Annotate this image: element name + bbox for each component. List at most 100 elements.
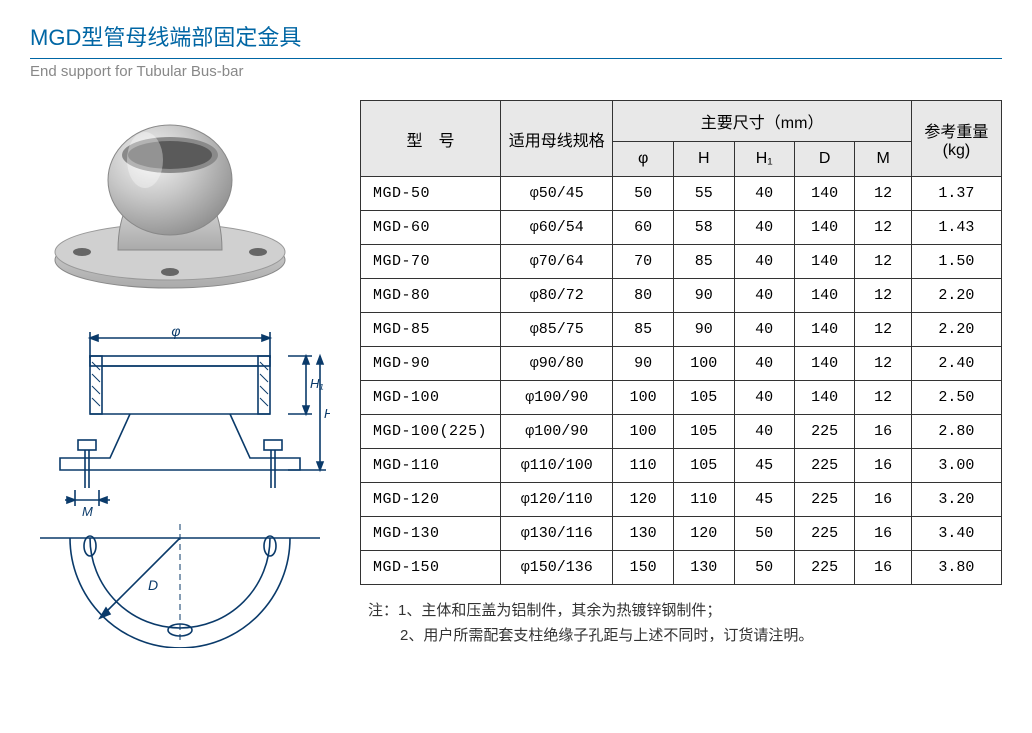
cell-h1: 40 xyxy=(734,245,794,279)
th-h1: H₁ xyxy=(734,142,794,177)
cell-spec: φ50/45 xyxy=(501,177,613,211)
cell-d: 225 xyxy=(794,415,855,449)
note-1-text: 1、主体和压盖为铝制件，其余为热镀锌钢制件； xyxy=(398,602,721,619)
dim-label-h1: H₁ xyxy=(310,376,324,391)
table-body: MGD-50φ50/45505540140121.37MGD-60φ60/546… xyxy=(361,177,1002,585)
th-d: D xyxy=(794,142,855,177)
table-row: MGD-100φ100/9010010540140122.50 xyxy=(361,381,1002,415)
cell-model: MGD-90 xyxy=(361,347,501,381)
cell-m: 12 xyxy=(855,381,911,415)
cell-spec: φ60/54 xyxy=(501,211,613,245)
cell-h: 90 xyxy=(673,279,734,313)
cell-phi: 90 xyxy=(613,347,674,381)
left-column: φ H₁ H M D xyxy=(30,100,330,649)
cell-phi: 50 xyxy=(613,177,674,211)
cell-h: 105 xyxy=(673,449,734,483)
cell-weight: 3.40 xyxy=(911,517,1001,551)
table-header: 型 号 适用母线规格 主要尺寸（mm） 参考重量(kg) φ H H₁ D M xyxy=(361,101,1002,177)
cell-weight: 3.80 xyxy=(911,551,1001,585)
th-dims-group: 主要尺寸（mm） xyxy=(613,101,911,142)
table-row: MGD-85φ85/75859040140122.20 xyxy=(361,313,1002,347)
cell-h1: 45 xyxy=(734,449,794,483)
cell-h1: 45 xyxy=(734,483,794,517)
dim-label-m: M xyxy=(82,504,93,519)
cell-spec: φ80/72 xyxy=(501,279,613,313)
table-row: MGD-70φ70/64708540140121.50 xyxy=(361,245,1002,279)
cell-phi: 70 xyxy=(613,245,674,279)
cell-m: 12 xyxy=(855,313,911,347)
spec-table: 型 号 适用母线规格 主要尺寸（mm） 参考重量(kg) φ H H₁ D M … xyxy=(360,100,1002,585)
th-spec: 适用母线规格 xyxy=(501,101,613,177)
cell-m: 12 xyxy=(855,245,911,279)
cell-m: 16 xyxy=(855,551,911,585)
cell-weight: 1.50 xyxy=(911,245,1001,279)
cell-weight: 2.40 xyxy=(911,347,1001,381)
notes: 注：1、主体和压盖为铝制件，其余为热镀锌钢制件； 2、用户所需配套支柱绝缘子孔距… xyxy=(360,599,1002,645)
cell-weight: 3.00 xyxy=(911,449,1001,483)
cell-d: 140 xyxy=(794,313,855,347)
cell-model: MGD-110 xyxy=(361,449,501,483)
cell-h: 130 xyxy=(673,551,734,585)
cell-model: MGD-50 xyxy=(361,177,501,211)
cell-m: 16 xyxy=(855,517,911,551)
cell-h1: 40 xyxy=(734,381,794,415)
cell-h: 85 xyxy=(673,245,734,279)
table-row: MGD-90φ90/809010040140122.40 xyxy=(361,347,1002,381)
cell-h: 58 xyxy=(673,211,734,245)
cell-model: MGD-70 xyxy=(361,245,501,279)
cell-h1: 50 xyxy=(734,551,794,585)
table-row: MGD-150φ150/13615013050225163.80 xyxy=(361,551,1002,585)
table-row: MGD-50φ50/45505540140121.37 xyxy=(361,177,1002,211)
cell-model: MGD-100(225) xyxy=(361,415,501,449)
th-weight: 参考重量(kg) xyxy=(911,101,1001,177)
table-row: MGD-60φ60/54605840140121.43 xyxy=(361,211,1002,245)
cell-phi: 110 xyxy=(613,449,674,483)
table-row: MGD-120φ120/11012011045225163.20 xyxy=(361,483,1002,517)
cell-spec: φ150/136 xyxy=(501,551,613,585)
technical-drawing: φ H₁ H M D xyxy=(30,328,330,648)
cell-d: 140 xyxy=(794,177,855,211)
th-model: 型 号 xyxy=(361,101,501,177)
cell-h: 90 xyxy=(673,313,734,347)
cell-d: 140 xyxy=(794,245,855,279)
table-row: MGD-110φ110/10011010545225163.00 xyxy=(361,449,1002,483)
cell-h1: 50 xyxy=(734,517,794,551)
cell-d: 225 xyxy=(794,449,855,483)
dim-label-phi: φ xyxy=(171,328,180,339)
cell-weight: 1.37 xyxy=(911,177,1001,211)
main-content: φ H₁ H M D 型 号 适用母线规格 主要尺寸（mm） 参考重量(kg) … xyxy=(30,100,1002,649)
cell-spec: φ100/90 xyxy=(501,415,613,449)
right-column: 型 号 适用母线规格 主要尺寸（mm） 参考重量(kg) φ H H₁ D M … xyxy=(360,100,1002,649)
th-h: H xyxy=(673,142,734,177)
cell-h1: 40 xyxy=(734,415,794,449)
cell-h1: 40 xyxy=(734,177,794,211)
cell-d: 140 xyxy=(794,381,855,415)
table-row: MGD-80φ80/72809040140122.20 xyxy=(361,279,1002,313)
cell-spec: φ100/90 xyxy=(501,381,613,415)
cell-model: MGD-60 xyxy=(361,211,501,245)
cell-phi: 130 xyxy=(613,517,674,551)
dim-label-d: D xyxy=(148,577,158,593)
cell-m: 12 xyxy=(855,347,911,381)
cell-spec: φ110/100 xyxy=(501,449,613,483)
cell-weight: 3.20 xyxy=(911,483,1001,517)
cell-m: 16 xyxy=(855,449,911,483)
cell-weight: 1.43 xyxy=(911,211,1001,245)
cell-h: 120 xyxy=(673,517,734,551)
cell-m: 12 xyxy=(855,279,911,313)
cell-d: 140 xyxy=(794,347,855,381)
cell-phi: 80 xyxy=(613,279,674,313)
cell-phi: 85 xyxy=(613,313,674,347)
dim-label-h: H xyxy=(324,406,330,421)
cell-model: MGD-85 xyxy=(361,313,501,347)
cell-d: 140 xyxy=(794,279,855,313)
product-photo xyxy=(30,100,310,300)
cell-h: 100 xyxy=(673,347,734,381)
cell-m: 16 xyxy=(855,415,911,449)
cell-model: MGD-80 xyxy=(361,279,501,313)
cell-spec: φ70/64 xyxy=(501,245,613,279)
table-row: MGD-100(225)φ100/9010010540225162.80 xyxy=(361,415,1002,449)
cell-h1: 40 xyxy=(734,279,794,313)
cell-h1: 40 xyxy=(734,313,794,347)
cell-h: 55 xyxy=(673,177,734,211)
